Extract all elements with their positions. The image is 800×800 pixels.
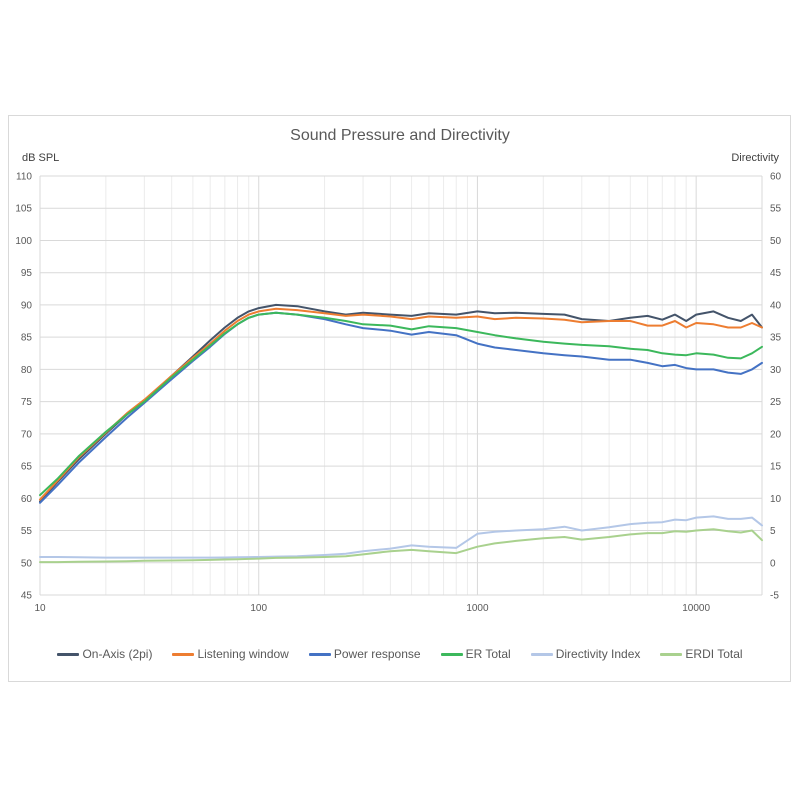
legend-label: Power response bbox=[333, 647, 421, 661]
y-axis-left-label: dB SPL bbox=[22, 152, 60, 164]
y-right-tick-label: 50 bbox=[770, 236, 782, 247]
y-left-tick-label: 80 bbox=[21, 365, 33, 376]
y-right-tick-label: -5 bbox=[770, 591, 779, 602]
chart-frame bbox=[8, 115, 791, 682]
y-right-tick-label: 40 bbox=[770, 300, 782, 311]
y-right-tick-label: 45 bbox=[770, 268, 782, 279]
legend-swatch bbox=[660, 652, 683, 656]
y-left-tick-label: 90 bbox=[21, 300, 33, 311]
y-right-tick-label: 35 bbox=[770, 333, 782, 344]
legend: On-Axis (2pi) Listening window Power respo… bbox=[0, 647, 800, 661]
y-left-tick-label: 65 bbox=[21, 462, 33, 473]
x-tick-label: 10 bbox=[34, 603, 46, 614]
legend-item: Power response bbox=[308, 647, 421, 661]
y-left-tick-label: 95 bbox=[21, 268, 33, 279]
legend-label: ER Total bbox=[465, 647, 511, 661]
legend-label: Directivity Index bbox=[555, 647, 641, 661]
series-line-on-axis-2pi bbox=[39, 303, 763, 503]
legend-swatch bbox=[308, 652, 331, 656]
y-left-tick-label: 55 bbox=[21, 526, 33, 537]
y-right-tick-label: 5 bbox=[770, 526, 776, 537]
chart-title: Sound Pressure and Directivity bbox=[290, 127, 510, 144]
y-right-tick-label: 30 bbox=[770, 365, 782, 376]
y-right-tick-label: 20 bbox=[770, 429, 782, 440]
y-axis-right-label: Directivity bbox=[731, 152, 779, 164]
y-right-tick-label: 10 bbox=[770, 494, 782, 505]
legend-swatch bbox=[172, 652, 195, 656]
y-left-tick-label: 110 bbox=[16, 172, 32, 183]
series-line-directivity-index bbox=[39, 515, 763, 559]
legend-label: ERDI Total bbox=[685, 647, 743, 661]
x-tick-label: 10000 bbox=[682, 603, 710, 614]
y-left-tick-label: 75 bbox=[21, 397, 33, 408]
y-left-tick-label: 50 bbox=[21, 558, 33, 569]
y-right-tick-label: 25 bbox=[770, 397, 782, 408]
y-left-tick-label: 105 bbox=[15, 204, 32, 215]
y-left-tick-label: 60 bbox=[21, 494, 33, 505]
legend-item: On-Axis (2pi) bbox=[57, 647, 152, 661]
legend-item: Directivity Index bbox=[530, 647, 641, 661]
series-line-listening-window bbox=[39, 307, 763, 501]
series-line-erdi-total bbox=[39, 528, 763, 564]
legend-label: On-Axis (2pi) bbox=[82, 647, 153, 661]
legend-label: Listening window bbox=[197, 647, 289, 661]
x-tick-label: 100 bbox=[250, 603, 267, 614]
legend-swatch bbox=[440, 652, 463, 656]
legend-swatch bbox=[57, 652, 80, 656]
y-left-tick-label: 85 bbox=[21, 333, 33, 344]
series-line-er-total bbox=[39, 311, 763, 497]
x-tick-label: 1000 bbox=[466, 603, 489, 614]
y-left-tick-label: 45 bbox=[21, 591, 33, 602]
y-right-tick-label: 15 bbox=[770, 462, 782, 473]
legend-item: ER Total bbox=[440, 647, 511, 661]
legend-item: Listening window bbox=[172, 647, 289, 661]
legend-swatch bbox=[530, 652, 553, 656]
legend-item: ERDI Total bbox=[660, 647, 743, 661]
y-left-tick-label: 70 bbox=[21, 429, 33, 440]
y-left-tick-label: 100 bbox=[15, 236, 32, 247]
y-right-tick-label: 60 bbox=[770, 172, 782, 183]
series-line-power-response bbox=[39, 311, 763, 504]
y-right-tick-label: 0 bbox=[770, 558, 776, 569]
y-right-tick-label: 55 bbox=[770, 204, 782, 215]
